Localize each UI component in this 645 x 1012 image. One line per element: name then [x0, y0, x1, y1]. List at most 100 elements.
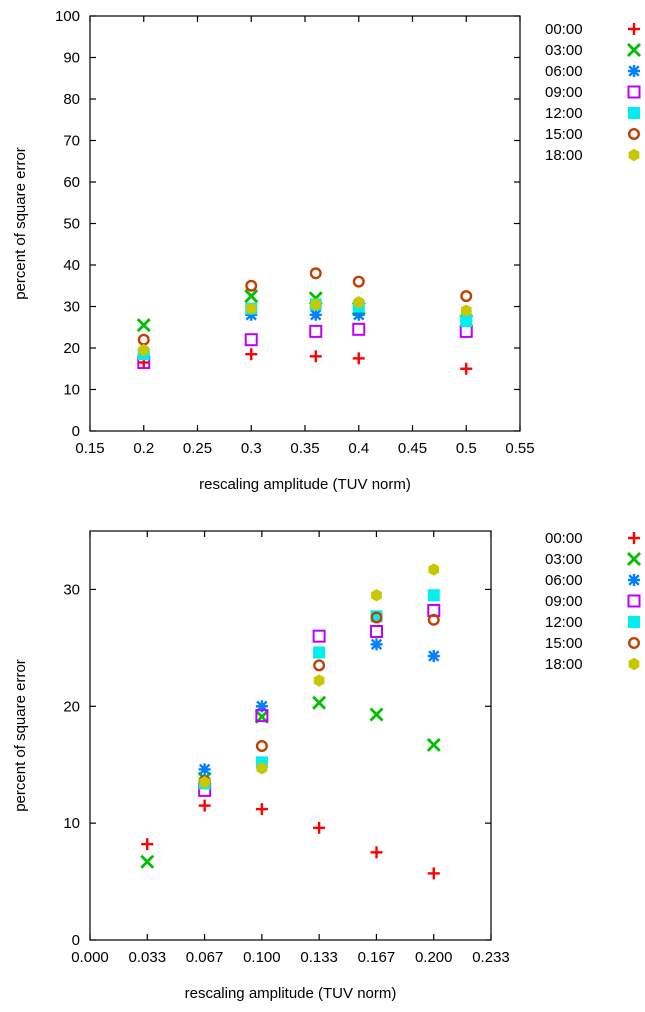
legend-marker: [627, 594, 641, 608]
x-tick-label: 0.000: [71, 949, 109, 966]
legend-label: 00:00: [545, 21, 583, 38]
data-point: [460, 290, 473, 303]
data-point: [427, 650, 440, 663]
series-06-00: [198, 638, 440, 776]
data-point: [312, 629, 326, 643]
series-00-00: [137, 348, 473, 375]
x-tick-label: 0.15: [75, 440, 104, 457]
data-point: [255, 740, 268, 753]
x-tick-label: 0.35: [290, 440, 319, 457]
y-tick-label: 20: [63, 340, 80, 357]
series-15-00: [198, 611, 440, 788]
x-tick-label: 0.200: [415, 949, 453, 966]
series-12-00: [137, 298, 473, 361]
legend-marker: [627, 85, 641, 99]
data-point: [352, 322, 366, 336]
legend-label: 09:00: [545, 593, 583, 610]
y-axis-label: percent of square error: [12, 147, 29, 300]
y-tick-label: 90: [63, 50, 80, 67]
data-point: [370, 624, 384, 638]
data-point: [244, 289, 259, 304]
plot-frame: [89, 530, 492, 941]
data-point: [369, 707, 384, 722]
series-03-00: [136, 289, 474, 333]
data-point: [313, 821, 326, 834]
data-point: [309, 267, 322, 280]
data-point: [140, 854, 155, 869]
x-axis-label: rescaling amplitude (TUV norm): [185, 985, 397, 1002]
data-point: [427, 867, 440, 880]
x-tick-label: 0.45: [398, 440, 427, 457]
legend-marker: [627, 43, 641, 57]
data-point: [309, 350, 322, 363]
y-tick-label: 80: [63, 91, 80, 108]
legend-marker: [628, 616, 640, 628]
chart-bottom: 0.000 0.033 0.067 0.100 0.133 0.167 0.200 0.233…: [12, 530, 641, 1002]
data-point: [141, 838, 154, 851]
series-03-00: [140, 695, 441, 869]
series-18-00: [138, 296, 472, 357]
y-tick-label: 60: [63, 174, 80, 191]
x-tick-label: 0.033: [129, 949, 167, 966]
data-point: [136, 318, 151, 333]
x-axis-label: rescaling amplitude (TUV norm): [199, 476, 411, 493]
x-tick-label: 0.133: [300, 949, 338, 966]
y-axis-label: percent of square error: [12, 659, 29, 812]
series-15-00: [137, 267, 473, 346]
y-tick-label: 30: [63, 299, 80, 316]
y-tick-label: 10: [63, 382, 80, 399]
legend-label: 12:00: [545, 105, 583, 122]
data-point: [255, 709, 269, 723]
legend-marker: [628, 148, 640, 162]
x-tick-label: 0.3: [241, 440, 262, 457]
data-point: [244, 333, 258, 347]
legend-label: 03:00: [545, 551, 583, 568]
legend-marker: [628, 23, 640, 35]
legend-label: 15:00: [545, 126, 583, 143]
data-point: [309, 308, 322, 321]
legend-label: 15:00: [545, 635, 583, 652]
data-point: [370, 638, 383, 651]
data-point: [138, 343, 150, 357]
x-tick-label: 0.5: [456, 440, 477, 457]
data-point: [353, 296, 365, 309]
x-tick-label: 0.067: [186, 949, 224, 966]
x-tick-label: 0.25: [183, 440, 212, 457]
legend-marker: [628, 107, 640, 119]
data-point: [245, 302, 257, 315]
data-point: [255, 803, 268, 816]
legend-marker: [628, 127, 641, 140]
series-09-00: [137, 322, 473, 370]
data-point: [256, 762, 268, 775]
data-point: [313, 646, 326, 659]
legend-marker: [628, 657, 640, 671]
legend-label: 06:00: [545, 63, 583, 80]
y-tick-label: 0: [72, 423, 80, 440]
data-point: [427, 613, 440, 626]
data-point: [313, 674, 325, 687]
x-tick-label: 0.2: [133, 440, 154, 457]
legend-marker: [628, 574, 640, 586]
plot-frame: [89, 15, 521, 432]
data-point: [460, 315, 473, 328]
y-tick-label: 100: [55, 8, 80, 25]
data-point: [245, 348, 258, 361]
series-18-00: [199, 563, 440, 789]
legend-marker: [628, 636, 641, 649]
series-09-00: [198, 603, 441, 797]
data-point: [198, 763, 211, 776]
data-point: [245, 279, 258, 292]
series-00-00: [141, 799, 440, 880]
legend-marker: [627, 552, 641, 566]
data-point: [460, 304, 472, 317]
data-point: [460, 362, 473, 375]
y-tick-label: 40: [63, 257, 80, 274]
data-point: [199, 776, 211, 789]
y-tick-label: 0: [72, 932, 80, 949]
data-point: [428, 563, 440, 576]
data-point: [370, 846, 383, 859]
x-tick-label: 0.55: [505, 440, 534, 457]
data-point: [370, 611, 383, 624]
y-tick-label: 50: [63, 216, 80, 233]
data-point: [352, 275, 365, 288]
